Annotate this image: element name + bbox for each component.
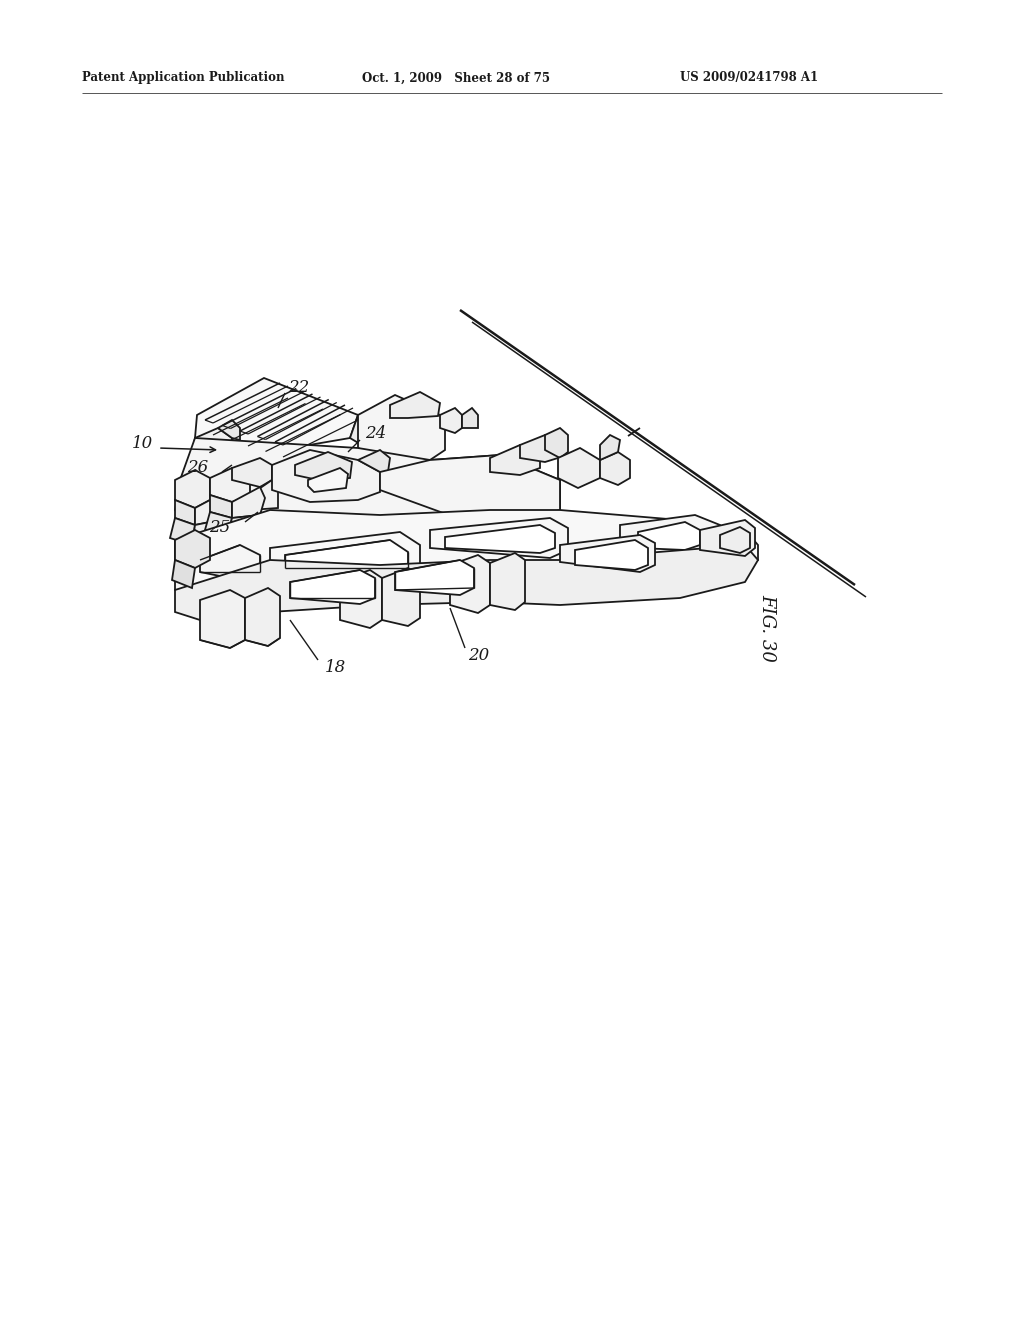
Text: 24: 24 [365,425,386,442]
Polygon shape [395,560,474,595]
Polygon shape [340,570,382,628]
Polygon shape [560,535,655,572]
Text: Oct. 1, 2009   Sheet 28 of 75: Oct. 1, 2009 Sheet 28 of 75 [362,71,550,84]
Polygon shape [382,568,420,626]
Polygon shape [545,428,568,458]
Polygon shape [195,428,232,462]
Polygon shape [193,521,212,545]
Polygon shape [175,438,560,545]
Text: FIG. 30: FIG. 30 [758,594,776,661]
Polygon shape [720,527,750,553]
Polygon shape [210,469,250,502]
Polygon shape [380,455,560,531]
Polygon shape [445,525,555,553]
Polygon shape [175,500,195,525]
Polygon shape [228,515,260,535]
Polygon shape [450,554,490,612]
Polygon shape [205,512,232,535]
Polygon shape [172,560,195,587]
Polygon shape [272,450,380,502]
Polygon shape [440,408,462,433]
Text: Patent Application Publication: Patent Application Publication [82,71,285,84]
Polygon shape [270,532,420,576]
Polygon shape [195,378,358,450]
Polygon shape [600,436,620,459]
Polygon shape [200,590,245,648]
Polygon shape [218,420,240,440]
Polygon shape [558,447,600,488]
Text: US 2009/0241798 A1: US 2009/0241798 A1 [680,71,818,84]
Polygon shape [350,414,368,444]
Polygon shape [295,451,352,480]
Polygon shape [358,395,445,462]
Polygon shape [210,495,232,517]
Text: 26: 26 [186,459,208,477]
Polygon shape [462,408,478,428]
Polygon shape [290,570,375,605]
Polygon shape [285,540,408,572]
Polygon shape [308,469,348,492]
Polygon shape [575,540,648,570]
Polygon shape [620,515,720,552]
Polygon shape [700,520,755,556]
Polygon shape [175,531,210,568]
Polygon shape [250,480,278,510]
Polygon shape [200,545,260,579]
Text: 10: 10 [131,436,153,453]
Text: 22: 22 [288,379,309,396]
Text: 25: 25 [209,520,230,536]
Polygon shape [245,587,280,645]
Polygon shape [175,470,210,508]
Polygon shape [193,438,280,462]
Polygon shape [520,436,558,462]
Text: 20: 20 [468,647,489,664]
Polygon shape [638,521,700,550]
Polygon shape [490,445,540,475]
Polygon shape [490,553,525,610]
Polygon shape [390,392,440,418]
Polygon shape [175,510,758,601]
Text: 18: 18 [325,660,346,676]
Polygon shape [232,487,265,517]
Polygon shape [600,451,630,484]
Polygon shape [430,517,568,558]
Polygon shape [170,517,195,545]
Polygon shape [232,458,272,487]
Polygon shape [195,500,215,525]
Polygon shape [175,545,758,620]
Polygon shape [358,450,390,473]
